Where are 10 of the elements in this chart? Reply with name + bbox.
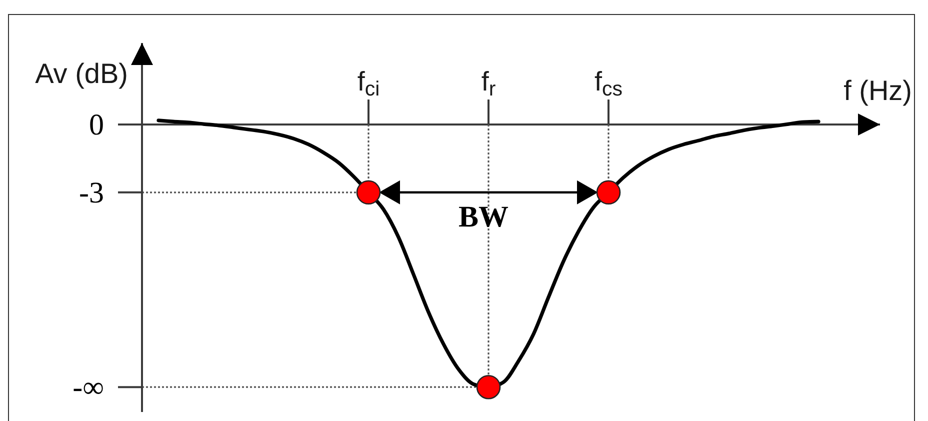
y-tick-label: -∞ (72, 371, 104, 404)
x-tick-label: f$_{cs}$ (594, 66, 623, 101)
annotation: BW (458, 200, 509, 234)
x-tick-label: f$_{ci}$ (357, 66, 380, 101)
y-tick-label: 0 (89, 108, 104, 142)
y-tick-label: -3 (79, 176, 104, 210)
y-axis-title: Av (dB) (35, 58, 128, 89)
x-tick-label: f$_{r}$ (481, 66, 496, 101)
line-series (156, 118, 820, 389)
x-axis-title: f (Hz) (844, 75, 912, 106)
